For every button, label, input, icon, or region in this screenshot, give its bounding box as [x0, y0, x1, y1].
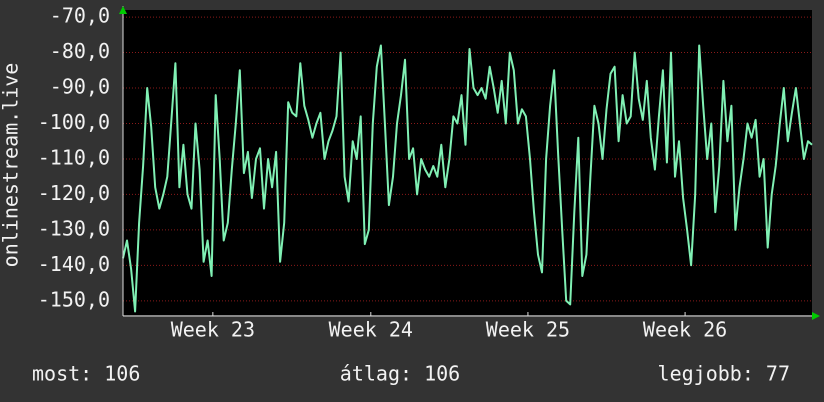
y-tick-label: -70,0 [50, 4, 110, 28]
y-tick-label: -100,0 [38, 110, 110, 134]
footer-average: átlag: 106 [340, 362, 460, 386]
x-arrow [812, 312, 820, 320]
footer-best: legjobb: 77 [658, 362, 790, 386]
y-tick-label: -130,0 [38, 216, 110, 240]
plot-area [123, 10, 812, 315]
x-tick-label: Week 24 [329, 318, 413, 342]
y-tick-label: -120,0 [38, 181, 110, 205]
y-tick-label: -140,0 [38, 252, 110, 276]
y-tick-label: -80,0 [50, 39, 110, 63]
y-tick-label: -90,0 [50, 75, 110, 99]
x-tick-label: Week 25 [486, 318, 570, 342]
x-tick-label: Week 23 [171, 318, 255, 342]
y-tick-label: -110,0 [38, 145, 110, 169]
x-tick-label: Week 26 [643, 318, 727, 342]
y-arrow [119, 6, 127, 14]
y-axis-label: onlinestream.live [0, 63, 23, 268]
y-tick-label: -150,0 [38, 287, 110, 311]
data-line [122, 44, 813, 313]
footer-current: most: 106 [32, 362, 140, 386]
